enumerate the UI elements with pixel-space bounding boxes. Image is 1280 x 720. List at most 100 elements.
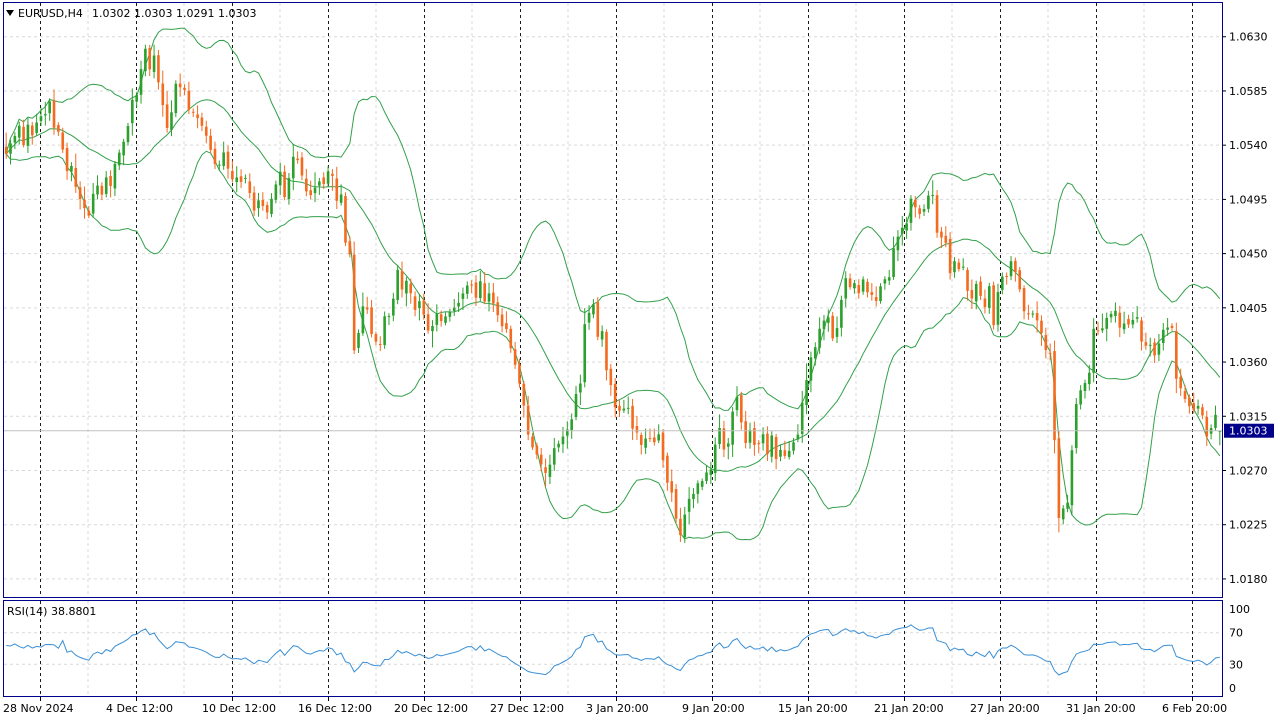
candle-body [1192, 403, 1196, 411]
candle-body [535, 445, 539, 455]
candle-body [679, 518, 682, 536]
bull-candle [1196, 399, 1200, 415]
candle-body [840, 299, 843, 328]
candle-body [209, 135, 212, 150]
bear-candle [1018, 266, 1022, 293]
time-tick-label: 28 Nov 2024 [3, 702, 73, 715]
candle-body [331, 173, 334, 176]
candle-body [239, 176, 243, 182]
candle-body [526, 405, 530, 435]
candle-body [1114, 310, 1117, 317]
bear-candle [957, 258, 961, 272]
candle-body [352, 254, 356, 351]
candle-body [635, 426, 639, 433]
bear-candle [30, 122, 34, 145]
bull-candle [1009, 256, 1013, 281]
bull-candle [853, 280, 856, 294]
candle-body [953, 261, 956, 273]
symbol-label[interactable]: EURUSD,H4 [18, 7, 83, 20]
bear-candle [470, 280, 473, 294]
candle-body [927, 195, 930, 209]
candle-body [770, 435, 774, 457]
upper-band-line [5, 27, 1221, 411]
bull-candle [278, 162, 282, 195]
bear-candle [400, 261, 404, 298]
symbol-dropdown-icon[interactable] [6, 10, 14, 16]
bull-candle [1074, 397, 1078, 454]
bull-candle [170, 100, 173, 137]
candle-body [431, 326, 434, 332]
bull-candle [326, 165, 330, 188]
bull-candle [735, 386, 739, 416]
candle-body [1118, 312, 1122, 328]
bear-candle [1179, 368, 1182, 396]
bear-candle [1027, 304, 1030, 320]
bear-candle [1035, 301, 1039, 333]
bull-candle [48, 98, 51, 121]
bear-candle [74, 153, 78, 193]
bollinger-bands [5, 27, 1221, 541]
candle-body [1201, 407, 1204, 416]
bear-candle [866, 278, 869, 298]
bull-candle [861, 276, 865, 295]
bull-candle [339, 184, 343, 206]
candle-body [9, 143, 12, 154]
candle-body [1148, 344, 1152, 346]
bull-candle [883, 276, 887, 290]
price-tick-label: 1.0540 [1229, 139, 1268, 152]
bear-candle [1048, 343, 1052, 361]
candle-body [222, 152, 225, 167]
candle-body [470, 284, 473, 286]
bear-candle [213, 141, 217, 170]
bull-candle [887, 270, 891, 285]
candle-body [426, 314, 430, 331]
price-tick-label: 1.0315 [1229, 410, 1268, 423]
rsi-panel-frame [3, 600, 1223, 697]
bear-candle [178, 73, 182, 97]
candle-body [418, 301, 421, 309]
candle-body [283, 171, 286, 198]
candle-body [383, 316, 386, 346]
candle-body [161, 83, 165, 106]
rsi-series [6, 624, 1220, 676]
bear-candle [161, 70, 165, 117]
bear-candle [22, 119, 25, 148]
candle-body [796, 434, 800, 440]
candle-body [966, 269, 969, 291]
time-tick-label: 10 Dec 12:00 [202, 702, 276, 715]
bull-candle [579, 374, 582, 405]
bull-candle [827, 309, 830, 332]
bull-candle [39, 107, 43, 126]
bear-candle [374, 331, 378, 346]
candle-body [170, 112, 173, 130]
bull-candle [444, 312, 447, 326]
candle-body [1218, 430, 1222, 432]
candle-body [1092, 328, 1095, 373]
candle-body [113, 163, 117, 189]
bear-candle [265, 201, 269, 220]
candle-body [1053, 351, 1056, 441]
candle-body [200, 117, 204, 126]
candle-body [196, 114, 199, 119]
bull-candle [1166, 318, 1169, 336]
candle-body [974, 283, 978, 302]
candle-body [748, 429, 752, 443]
bull-candle [435, 304, 439, 332]
candle-body [896, 236, 900, 251]
candle-body [83, 199, 86, 209]
bear-candle [670, 469, 674, 502]
bull-candle [1135, 306, 1139, 323]
bull-candle [383, 311, 386, 349]
bear-candle [4, 132, 8, 159]
time-tick-label: 9 Jan 20:00 [682, 702, 745, 715]
bull-candle [927, 190, 930, 213]
bear-candle [757, 440, 761, 454]
candle-body [900, 227, 904, 234]
candle-body [109, 175, 112, 187]
candle-body [461, 293, 465, 299]
bull-candle [561, 426, 565, 453]
candle-body [509, 328, 513, 349]
bear-candle [183, 84, 186, 96]
rsi-tick-label: 0 [1229, 682, 1236, 695]
